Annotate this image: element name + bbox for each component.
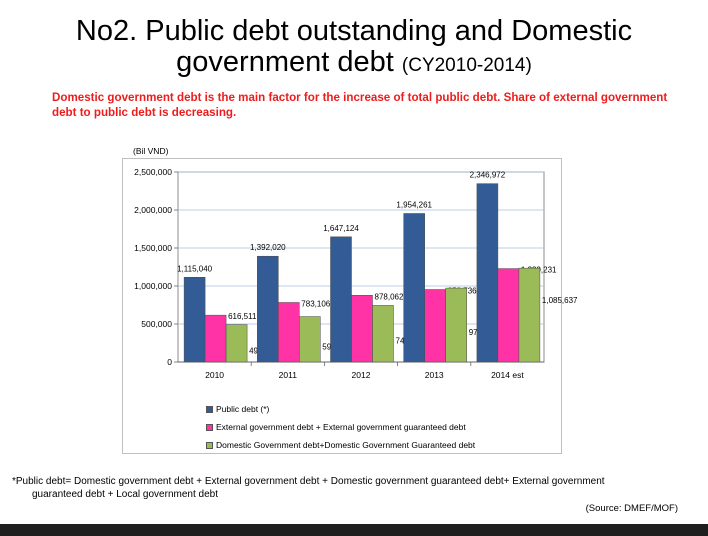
chart-area: [122, 158, 562, 454]
legend-swatch-domestic-debt: [206, 441, 213, 449]
bar-public-debt: [257, 255, 279, 363]
legend-item-external-debt: External government debt + External gove…: [206, 421, 475, 433]
data-label: 1,392,020: [250, 243, 286, 252]
bar-external-debt: [497, 268, 520, 363]
y-tick-label: 0: [167, 357, 172, 367]
legend-label-external-debt: External government debt + External gove…: [216, 422, 466, 432]
y-tick-label: 2,500,000: [134, 167, 172, 177]
x-tick-label: 2013: [425, 370, 444, 380]
legend-swatch-external-debt: [206, 423, 213, 431]
bar-public-debt: [476, 183, 499, 363]
legend-item-domestic-debt: Domestic Government debt+Domestic Govern…: [206, 439, 475, 451]
bar-public-debt: [330, 236, 352, 363]
data-label: 783,106: [301, 299, 330, 308]
data-label: 1,115,040: [177, 264, 213, 273]
footnote-line-1: *Public debt= Domestic government debt +…: [12, 476, 605, 487]
bar-external-debt: [278, 302, 300, 363]
data-label: 1,085,637: [542, 296, 578, 305]
y-tick-label: 1,500,000: [134, 243, 172, 253]
page-title: No2. Public debt outstanding and Domesti…: [0, 16, 708, 81]
legend-label-public-debt: Public debt (*): [216, 404, 270, 414]
y-tick-label: 1,000,000: [134, 281, 172, 291]
legend-item-public-debt: Public debt (*): [206, 403, 475, 415]
bar-public-debt: [183, 277, 206, 363]
bar-domestic-debt: [299, 316, 321, 363]
title-line-1: No2. Public debt outstanding and Domesti…: [75, 15, 633, 47]
x-tick-label: 2012: [352, 370, 371, 380]
legend-label-domestic-debt: Domestic Government debt+Domestic Govern…: [216, 440, 476, 450]
x-tick-label: 2014 est: [491, 370, 524, 380]
footnote: *Public debt= Domestic government debt +…: [12, 475, 702, 501]
bar-domestic-debt: [225, 324, 248, 363]
bar-external-debt: [351, 295, 373, 363]
footnote-line-2: guaranteed debt + Local government debt: [32, 489, 218, 500]
data-label: 1,954,261: [396, 200, 432, 209]
y-tick-label: 500,000: [141, 319, 172, 329]
y-tick-label: 2,000,000: [134, 205, 172, 215]
legend: Public debt (*) External government debt…: [206, 403, 475, 457]
data-label: 878,062: [375, 292, 404, 301]
x-tick-label: 2010: [205, 370, 224, 380]
title-line-2-text: government debt: [176, 46, 394, 78]
data-label: 1,647,124: [323, 224, 359, 233]
source-note: (Source: DMEF/MOF): [585, 503, 678, 514]
data-label: 2,346,972: [470, 171, 506, 180]
bar-domestic-debt: [372, 305, 394, 363]
bar-external-debt: [204, 314, 227, 363]
bar-external-debt: [424, 289, 446, 363]
title-line-2: government debt (CY2010-2014): [0, 47, 708, 81]
bar-public-debt: [403, 213, 425, 363]
data-label: 616,511: [228, 312, 257, 321]
x-tick-label: 2011: [279, 370, 298, 380]
title-years: (CY2010-2014): [401, 55, 532, 76]
legend-swatch-public-debt: [206, 405, 213, 413]
bar-domestic-debt: [518, 267, 541, 363]
bottom-bar: [0, 524, 708, 536]
subtitle: Domestic government debt is the main fac…: [52, 91, 668, 119]
bar-domestic-debt: [445, 287, 467, 363]
y-unit-label: (Bil VND): [133, 146, 169, 156]
